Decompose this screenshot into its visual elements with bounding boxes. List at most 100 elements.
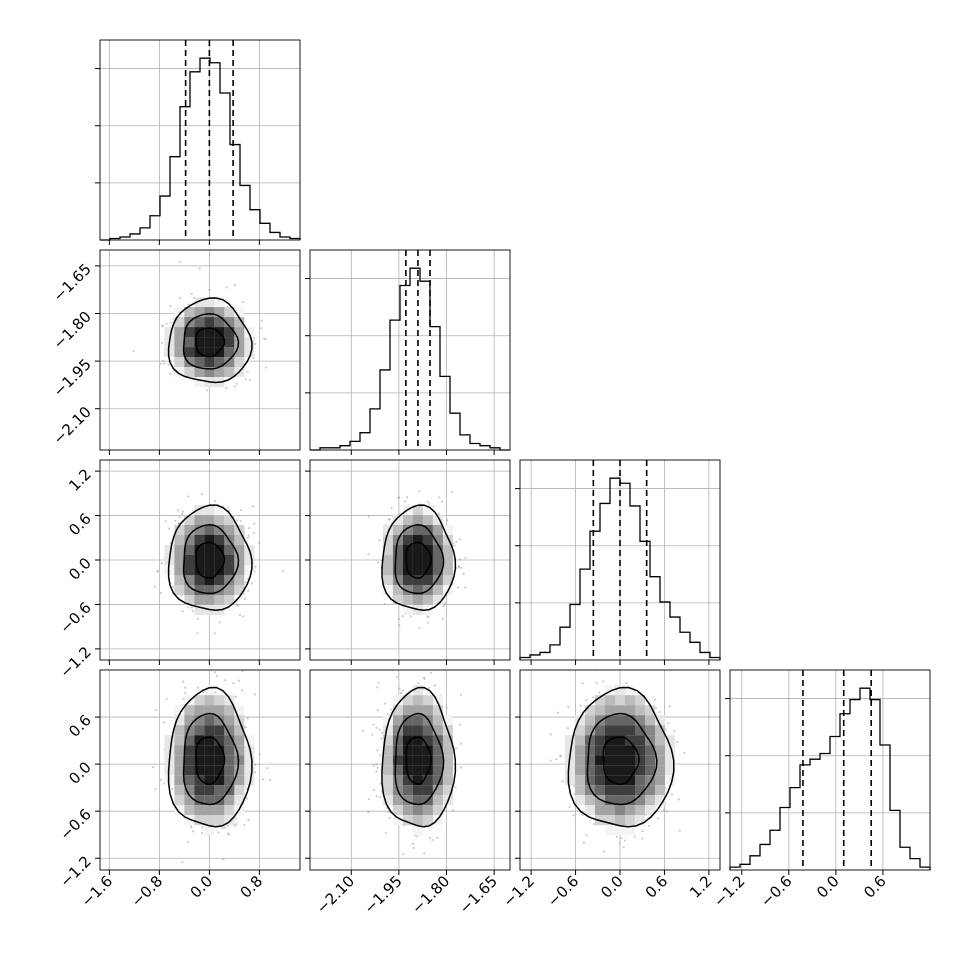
sample-point [388, 816, 391, 820]
scatter-panel [100, 670, 300, 870]
density-cell [194, 575, 205, 585]
density-cell [412, 535, 423, 545]
panel-content [520, 670, 720, 870]
density-cell [164, 735, 175, 746]
scatter-panel [520, 670, 720, 870]
density-cell [214, 585, 225, 595]
density-cell [645, 755, 655, 766]
density-cell [214, 535, 225, 545]
histogram-frame [99, 39, 301, 241]
density-cell [412, 755, 423, 766]
density-cell [174, 765, 185, 776]
x-tick-label: 0.0 [813, 872, 843, 902]
density-cell [625, 705, 635, 716]
density-cell [234, 337, 245, 348]
density-cell [422, 725, 433, 736]
density-cell [402, 765, 413, 776]
density-cell [412, 555, 423, 565]
density-cell [194, 545, 205, 555]
x-tick-label: 0.0 [597, 872, 627, 902]
density-cell [412, 745, 423, 756]
sample-point [156, 570, 159, 573]
sample-point [673, 729, 676, 733]
density-cell [214, 795, 225, 806]
density-cell [224, 585, 235, 595]
sample-point [670, 793, 673, 796]
density-cell [204, 585, 215, 595]
density-cell [595, 735, 605, 746]
contour-line [394, 523, 445, 595]
sample-point [397, 617, 401, 621]
density-cell [234, 347, 245, 358]
y-tick-label: 0.6 [65, 711, 95, 741]
sample-point [598, 691, 601, 694]
sample-point [246, 536, 249, 539]
sample-point [376, 561, 380, 564]
sample-point [377, 681, 380, 684]
density-cell [224, 595, 235, 605]
density-cell [655, 715, 665, 726]
density-cell [204, 575, 215, 585]
scatter-panel [100, 250, 300, 450]
sample-point [581, 682, 584, 685]
sample-point [184, 691, 187, 694]
sample-point [585, 699, 588, 702]
density-cell [442, 755, 453, 766]
density-cell [164, 565, 175, 575]
density-cell [442, 535, 453, 545]
density-cell [655, 745, 665, 756]
sample-point [555, 758, 558, 761]
density-cell [194, 565, 205, 575]
sample-point [234, 695, 237, 698]
density-cell [615, 785, 625, 796]
density-cell [224, 725, 235, 736]
density-cell [402, 715, 413, 726]
density-cell [392, 545, 403, 555]
density-cell [645, 715, 655, 726]
density-cell [392, 525, 403, 535]
sample-point [641, 829, 644, 833]
x-tick-label: −1.6 [78, 872, 116, 910]
scatter-frame [309, 669, 511, 871]
density-cell [402, 545, 413, 555]
sample-point [395, 675, 398, 678]
density-cell [214, 715, 225, 726]
density-cell [432, 535, 443, 545]
sample-point [459, 566, 463, 569]
sample-point [167, 363, 170, 366]
density-cell [214, 765, 225, 776]
sample-point [213, 671, 216, 674]
sample-point [217, 831, 220, 834]
density-cell [234, 775, 245, 786]
sample-point [367, 798, 371, 801]
sample-point [169, 321, 172, 324]
sample-point [202, 691, 205, 694]
density-cell [595, 715, 605, 726]
density-cell [224, 367, 235, 378]
density-cell [442, 555, 453, 565]
density-cell [234, 555, 245, 565]
sample-point [246, 371, 249, 374]
x-tick-label: −1.80 [408, 872, 453, 917]
density-cell [184, 555, 195, 565]
density-cell [392, 735, 403, 746]
density-cell [585, 805, 595, 816]
contour-line [602, 736, 640, 785]
density-cell [432, 815, 443, 826]
sample-point [241, 689, 244, 692]
density-cell [214, 357, 225, 368]
sample-point [237, 679, 241, 682]
sample-point [177, 522, 180, 525]
density-cell [194, 605, 205, 615]
sample-point [429, 671, 432, 675]
sample-point [663, 809, 666, 812]
density-cell [174, 347, 185, 358]
sample-point [579, 704, 582, 707]
density-cell [224, 327, 235, 338]
sample-point [246, 717, 249, 720]
density-cell [422, 755, 433, 766]
density-cell [615, 825, 625, 836]
density-cell [234, 565, 245, 575]
sample-point [625, 682, 628, 685]
contour-line [567, 686, 675, 828]
